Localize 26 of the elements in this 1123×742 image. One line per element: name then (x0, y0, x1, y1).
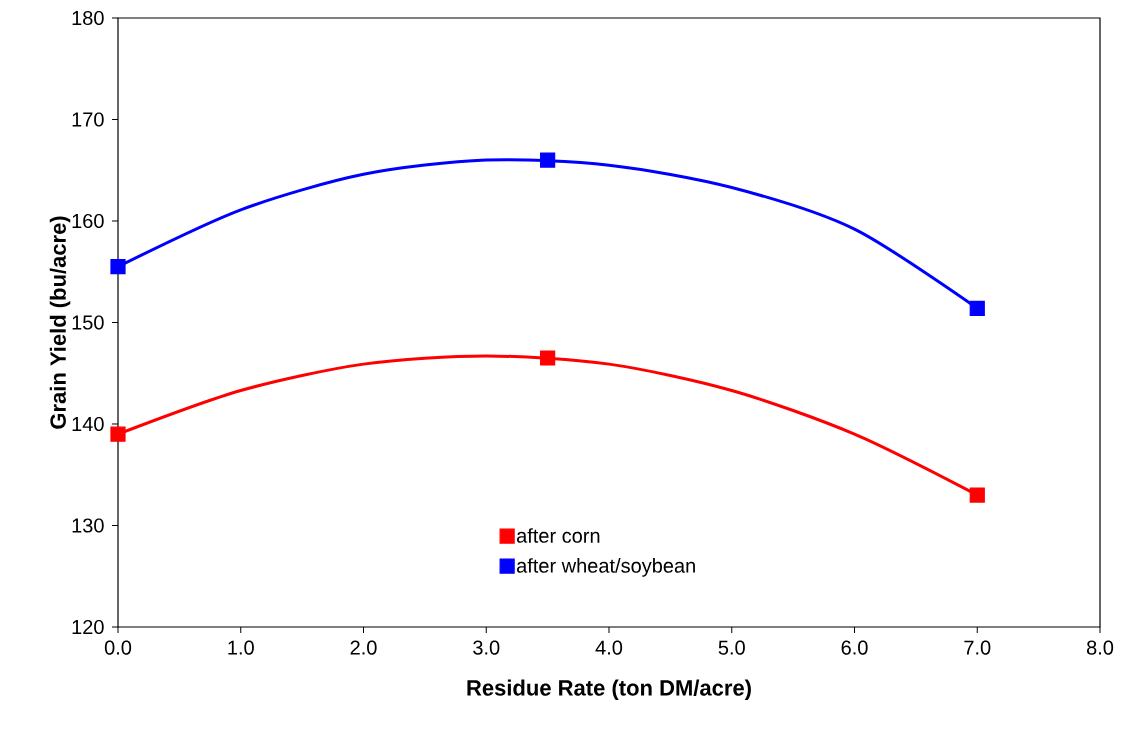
x-tick-label: 3.0 (473, 640, 500, 655)
y-tick-label: 140 (72, 416, 104, 432)
point (540, 152, 556, 168)
point (540, 350, 556, 366)
x-axis-title: Residue Rate (ton DM/acre) (467, 679, 751, 701)
point (969, 487, 985, 503)
y-tick-label: 180 (72, 10, 104, 26)
y-tick-label: 130 (72, 518, 104, 533)
x-tick-label: 1.0 (228, 640, 254, 655)
y-tick-label: 120 (72, 619, 104, 635)
y-tick-label: 160 (72, 213, 104, 229)
x-tick-label: 6.0 (841, 640, 868, 655)
point (969, 300, 985, 316)
x-tick-label: 8.0 (1086, 640, 1114, 655)
x-tick-label: 7.0 (964, 640, 991, 655)
y-tick-label: 170 (72, 112, 104, 127)
y-axis-title: Grain Yield (bu/acre) (49, 216, 71, 429)
x-tick-label: 4.0 (595, 640, 623, 655)
point (110, 426, 126, 442)
legend-label: after corn (516, 528, 600, 543)
legend-label: after wheat/soybean (516, 558, 695, 577)
point (110, 259, 126, 275)
x-tick-label: 0.0 (104, 640, 132, 655)
y-tick-label: 150 (72, 315, 104, 330)
x-tick-label: 2.0 (350, 640, 377, 655)
x-tick-label: 5.0 (718, 640, 745, 655)
